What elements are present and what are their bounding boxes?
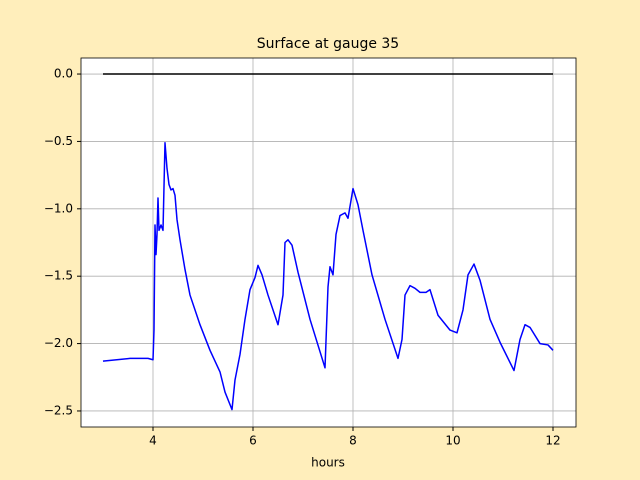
y-tick-label: −2.0 (44, 336, 73, 350)
y-tick-label: −1.0 (44, 201, 73, 215)
series-line (102, 142, 554, 411)
plot-area (81, 58, 576, 427)
y-tick-label: −2.5 (44, 403, 73, 417)
x-tick-label: 10 (445, 434, 460, 448)
y-tick-label: −1.5 (44, 269, 73, 283)
y-tick-label: −0.5 (44, 134, 73, 148)
y-tick-label: 0.0 (54, 67, 73, 81)
axes-frame (80, 57, 577, 428)
x-tick-label: 4 (149, 434, 157, 448)
x-tick-label: 12 (545, 434, 560, 448)
chart-title: Surface at gauge 35 (257, 36, 399, 52)
x-tick-label: 8 (349, 434, 357, 448)
x-axis-label: hours (311, 456, 345, 470)
x-tick-label: 6 (249, 434, 257, 448)
